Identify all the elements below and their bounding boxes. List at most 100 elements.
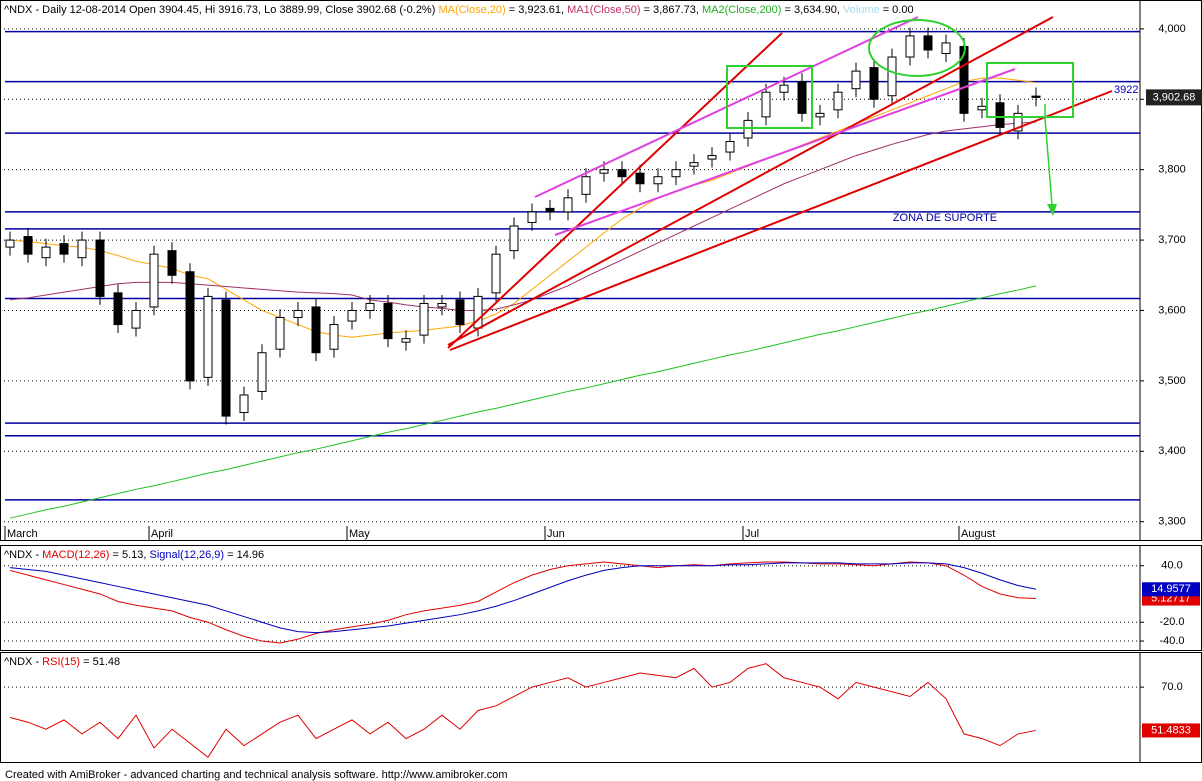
y-tick-label: 3,800: [1158, 164, 1186, 176]
y-tick-label: -40.0: [1159, 635, 1184, 647]
arrow-head: [1047, 204, 1057, 216]
footer: Created with AmiBroker - advanced charti…: [5, 769, 508, 781]
plot-layers: 3,3003,4003,5003,6003,7003,8003,9004,000…: [0, 0, 1202, 763]
title-part: = 3,634.90,: [781, 4, 842, 16]
y-tick-label: 3,600: [1158, 304, 1186, 316]
last-value-label: 51.4833: [1151, 724, 1191, 736]
candle-body: [77, 239, 87, 259]
candle-body: [1013, 112, 1023, 132]
trend-line: [447, 16, 1054, 346]
candle-body: [59, 243, 69, 255]
candle-body: [293, 309, 303, 319]
y-tick-label: 3,300: [1158, 516, 1186, 528]
candle-body: [509, 225, 519, 252]
title-part: = 3,867.73,: [641, 4, 702, 16]
candle-body: [131, 309, 141, 329]
candle-body: [455, 299, 465, 326]
title-part: ^NDX -: [4, 656, 42, 668]
annotation: ZONA DE SUPORTE: [893, 212, 997, 224]
candle-body: [707, 155, 717, 160]
candle-body: [221, 299, 231, 417]
title-part: = 5.13,: [109, 549, 149, 561]
candle-body: [563, 197, 573, 213]
last-value-box: [1142, 723, 1200, 738]
last-value-box: [1146, 89, 1202, 106]
candle-body: [401, 338, 411, 343]
arrow: [1044, 104, 1053, 206]
candle-body: [725, 141, 735, 153]
x-tick-label: Jul: [745, 528, 759, 540]
ellipse: [868, 19, 966, 77]
candle-body: [383, 302, 393, 340]
candle-body: [923, 35, 933, 51]
candle-body: [689, 162, 699, 167]
candle-body: [833, 91, 843, 111]
y-tick-label: 70.0: [1161, 681, 1182, 693]
candle-body: [365, 302, 375, 311]
candle-body: [491, 253, 501, 294]
candle-body: [779, 84, 789, 93]
indicator-line: [9, 561, 1037, 644]
box: [986, 62, 1074, 118]
title-part: = 14.96: [224, 549, 264, 561]
candle-body: [167, 250, 177, 276]
candle-body: [329, 324, 339, 350]
candle-body: [743, 119, 753, 139]
candle-body: [113, 292, 123, 326]
candle-body: [941, 42, 951, 55]
moving-average: [9, 121, 1037, 311]
title-part: RSI(15): [42, 656, 80, 668]
channel-line: [554, 68, 1016, 236]
y-tick-label: 3,700: [1158, 234, 1186, 246]
moving-average: [9, 285, 1037, 519]
y-tick-label: 3,500: [1158, 375, 1186, 387]
title-part: ^NDX - Daily 12-08-2014 Open 3904.45, Hi…: [4, 4, 438, 16]
x-tick-label: Jun: [547, 528, 565, 540]
candle-body: [419, 302, 429, 336]
x-tick-label: March: [7, 528, 38, 540]
candle-body: [671, 169, 681, 178]
candle-body: [599, 169, 609, 174]
title-part: = 51.48: [80, 656, 120, 668]
candle-body: [23, 236, 33, 255]
title-part: MA1(Close,50): [567, 4, 640, 16]
candle-body: [635, 172, 645, 185]
candle-body: [149, 253, 159, 308]
candle-body: [905, 35, 915, 58]
candle-body: [653, 176, 663, 185]
panel-title: ^NDX - Daily 12-08-2014 Open 3904.45, Hi…: [4, 4, 914, 16]
title-part: MA2(Close,200): [702, 4, 781, 16]
annotation: 3922: [1114, 84, 1138, 96]
candle-body: [887, 56, 897, 97]
candle-body: [761, 91, 771, 118]
candle-body: [347, 309, 357, 322]
candle-body: [257, 352, 267, 392]
candle-body: [275, 317, 285, 350]
candle-body: [5, 239, 15, 248]
title-part: ^NDX -: [4, 549, 42, 561]
title-part: Volume: [843, 4, 880, 16]
candle-body: [527, 211, 537, 223]
title-part: MACD(12,26): [42, 549, 109, 561]
indicator-line: [9, 562, 1037, 634]
x-tick-label: May: [349, 528, 370, 540]
y-tick-label: 4,000: [1158, 23, 1186, 35]
x-tick-label: April: [151, 528, 173, 540]
y-tick-label: -20.0: [1159, 616, 1184, 628]
title-part: MA(Close,20): [438, 4, 505, 16]
candle-body: [797, 81, 807, 114]
candle-body: [815, 112, 825, 118]
candle-body: [995, 102, 1005, 128]
x-tick-label: August: [961, 528, 995, 540]
box: [726, 65, 813, 129]
candle-body: [311, 306, 321, 354]
last-value-label: 14.9577: [1151, 583, 1191, 595]
candle-body: [239, 394, 249, 414]
y-tick-label: 40.0: [1161, 560, 1182, 572]
drawings: [447, 16, 1113, 351]
title-part: Signal(12,26,9): [149, 549, 224, 561]
candle-body: [581, 176, 591, 195]
moving-average: [9, 77, 1037, 338]
candle-body: [545, 207, 555, 213]
